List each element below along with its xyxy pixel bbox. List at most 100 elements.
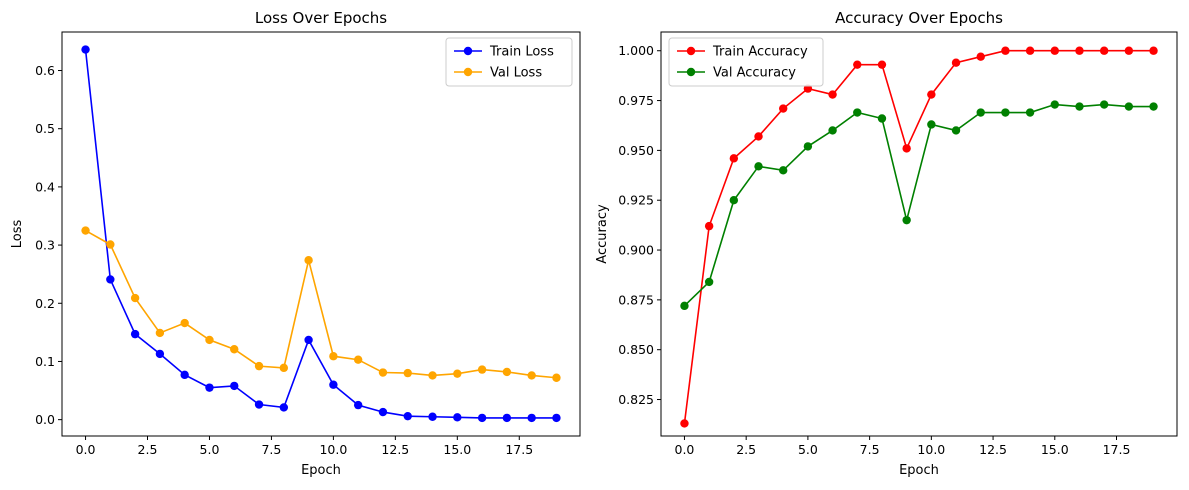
data-point <box>378 368 388 377</box>
data-point <box>527 413 536 423</box>
data-point <box>902 215 911 225</box>
x-tick-label: 0.0 <box>675 442 695 457</box>
x-tick-label: 2.5 <box>736 442 756 457</box>
data-point <box>779 104 788 113</box>
y-tick-label: 0.975 <box>618 93 654 108</box>
y-tick-label: 1.000 <box>618 43 654 58</box>
legend-label: Train Accuracy <box>712 45 808 60</box>
chart-title: Accuracy Over Epochs <box>835 9 1003 27</box>
series-val-accuracy <box>680 100 1158 311</box>
x-tick-label: 17.5 <box>505 442 533 457</box>
data-point <box>428 371 437 380</box>
data-point <box>1149 46 1158 55</box>
y-tick-label: 0.5 <box>35 121 55 136</box>
x-tick-label: 10.0 <box>319 442 347 457</box>
y-tick-label: 0.0 <box>35 412 55 427</box>
data-point <box>205 383 214 392</box>
data-point <box>502 367 512 377</box>
plot-area-frame <box>660 31 1178 437</box>
data-point <box>828 126 837 135</box>
plot-area-frame <box>61 31 581 437</box>
data-point <box>1001 46 1010 55</box>
data-point <box>1099 46 1109 55</box>
y-tick-label: 0.2 <box>35 296 55 311</box>
data-point <box>877 60 887 69</box>
data-point <box>877 114 887 123</box>
data-point <box>1025 46 1035 55</box>
x-tick-label: 0.0 <box>76 442 96 457</box>
data-point <box>927 90 936 99</box>
data-point <box>106 275 115 284</box>
data-point <box>453 413 462 422</box>
data-point <box>976 108 985 117</box>
x-tick-label: 5.0 <box>798 442 818 457</box>
data-point <box>205 335 214 345</box>
y-tick-label: 0.850 <box>618 342 654 357</box>
data-point <box>1149 102 1158 111</box>
data-point <box>853 60 862 69</box>
chart-loss: Loss Over Epochs 0.0 2.5 5.0 7.5 10.0 12.5 15.0… <box>10 9 581 478</box>
data-point <box>329 380 338 389</box>
data-point <box>527 371 536 380</box>
legend-marker-swatch <box>463 46 473 56</box>
data-point <box>1124 46 1134 55</box>
data-point <box>81 226 90 235</box>
y-tick-label: 0.825 <box>618 392 654 407</box>
data-point <box>853 108 862 117</box>
data-point <box>552 413 561 423</box>
data-point <box>477 365 487 374</box>
chart-accuracy: Accuracy Over Epochs 0.0 2.5 5.0 7.5 10.0 12.5… <box>595 9 1178 478</box>
legend-marker-swatch <box>686 46 696 56</box>
data-point <box>428 412 437 421</box>
y-tick-label: 0.4 <box>35 179 55 194</box>
legend-box <box>668 37 824 87</box>
series-line <box>84 49 557 419</box>
y-tick-label: 0.925 <box>618 193 654 208</box>
legend: Train Loss Val Loss <box>445 37 573 87</box>
y-tick-label: 0.3 <box>35 238 55 253</box>
y-tick-label: 0.900 <box>618 243 654 258</box>
data-point <box>155 349 165 359</box>
series-train-accuracy <box>680 46 1158 428</box>
legend-label: Val Accuracy <box>713 66 796 81</box>
legend-marker-swatch <box>463 67 473 77</box>
series-val-loss <box>81 226 561 382</box>
data-point <box>304 256 313 265</box>
data-point <box>951 58 961 67</box>
data-point <box>680 301 689 311</box>
x-tick-label: 5.0 <box>200 442 220 457</box>
x-tick-label: 12.5 <box>381 442 409 457</box>
y-tick-label: 0.875 <box>618 292 654 307</box>
data-point <box>828 90 837 99</box>
data-point <box>1099 100 1109 109</box>
data-point <box>902 144 911 153</box>
data-point <box>230 381 239 391</box>
data-point <box>976 52 985 61</box>
data-point <box>1025 108 1035 117</box>
data-point <box>1075 46 1084 55</box>
data-point <box>155 328 165 338</box>
data-point <box>1050 100 1059 109</box>
data-point <box>704 277 714 287</box>
data-point <box>353 400 363 410</box>
data-point <box>106 240 115 249</box>
legend-marker-swatch <box>686 67 696 77</box>
legend-box <box>445 37 573 87</box>
x-tick-label: 2.5 <box>138 442 158 457</box>
data-point <box>81 45 90 54</box>
data-point <box>729 196 739 205</box>
y-tick-label: 0.1 <box>35 354 55 369</box>
data-point <box>403 368 412 378</box>
data-point <box>130 293 140 303</box>
data-point <box>130 329 140 339</box>
x-tick-label: 7.5 <box>261 442 281 457</box>
y-tick-label: 0.6 <box>35 63 55 78</box>
data-point <box>453 369 462 378</box>
x-axis-label: Epoch <box>899 463 939 478</box>
data-point <box>477 413 487 423</box>
legend-label: Train Loss <box>489 45 554 60</box>
x-tick-label: 7.5 <box>860 442 880 457</box>
data-point <box>754 162 763 171</box>
x-tick-label: 17.5 <box>1103 442 1131 457</box>
